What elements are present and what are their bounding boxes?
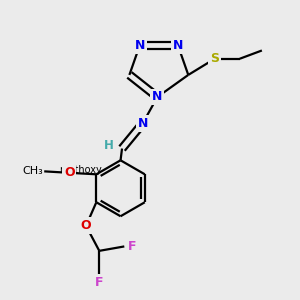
Text: S: S xyxy=(210,52,219,65)
Text: F: F xyxy=(95,276,103,289)
Text: O: O xyxy=(64,166,75,179)
Text: N: N xyxy=(137,117,148,130)
Text: N: N xyxy=(134,39,145,52)
Text: methoxy: methoxy xyxy=(59,165,102,175)
Text: H: H xyxy=(104,139,114,152)
Text: N: N xyxy=(173,39,183,52)
Text: N: N xyxy=(152,91,163,103)
Text: O: O xyxy=(81,219,91,232)
Text: CH₃: CH₃ xyxy=(22,166,43,176)
Text: F: F xyxy=(128,240,137,253)
